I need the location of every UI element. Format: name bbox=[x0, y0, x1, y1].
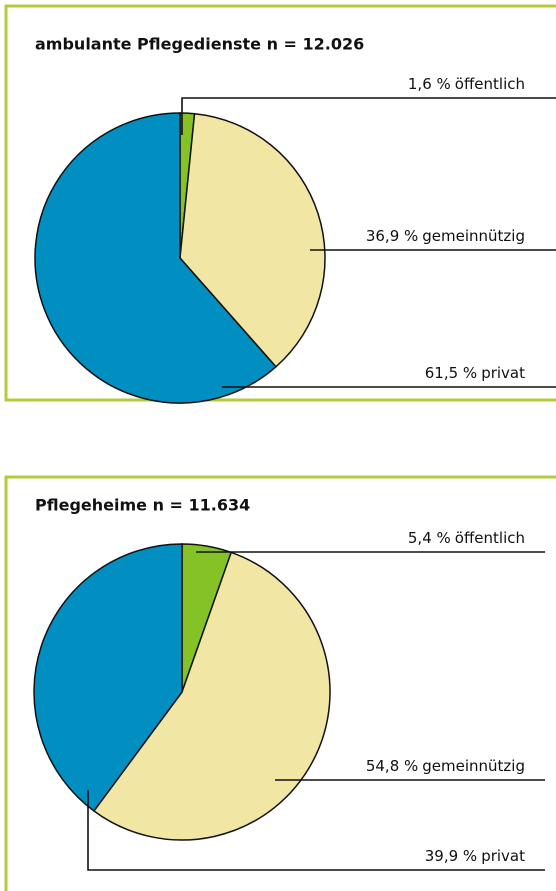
chart-title: Pflegeheime n = 11.634 bbox=[35, 496, 250, 515]
value-label: 39,9 % bbox=[425, 847, 477, 865]
category-label: privat bbox=[481, 364, 525, 382]
pie-slice bbox=[33, 543, 183, 813]
data-label: 36,9 % gemeinnützig bbox=[366, 227, 525, 245]
data-label: 1,6 % öffentlich bbox=[408, 75, 525, 93]
data-label: 54,8 % gemeinnützig bbox=[366, 757, 525, 775]
pie-slice bbox=[34, 112, 277, 404]
value-label: 61,5 % bbox=[425, 364, 477, 382]
panel-frame bbox=[4, 4, 556, 402]
category-label: öffentlich bbox=[455, 75, 525, 93]
leader-line bbox=[87, 790, 545, 871]
data-label: 5,4 % öffentlich bbox=[408, 529, 525, 547]
value-label: 1,6 % bbox=[408, 75, 451, 93]
category-label: öffentlich bbox=[455, 529, 525, 547]
category-label: privat bbox=[481, 847, 525, 865]
panel-frame bbox=[4, 475, 556, 891]
value-label: 36,9 % bbox=[366, 227, 418, 245]
value-label: 54,8 % bbox=[366, 757, 418, 775]
category-label: gemeinnützig bbox=[422, 757, 525, 775]
pie-slice bbox=[92, 551, 331, 841]
value-label: 5,4 % bbox=[408, 529, 451, 547]
category-label: gemeinnützig bbox=[422, 227, 525, 245]
data-label: 39,9 % privat bbox=[425, 847, 525, 865]
chart-title: ambulante Pflegedienste n = 12.026 bbox=[35, 35, 364, 54]
pie-slice bbox=[179, 112, 326, 368]
data-label: 61,5 % privat bbox=[425, 364, 525, 382]
leader-line bbox=[181, 97, 556, 135]
